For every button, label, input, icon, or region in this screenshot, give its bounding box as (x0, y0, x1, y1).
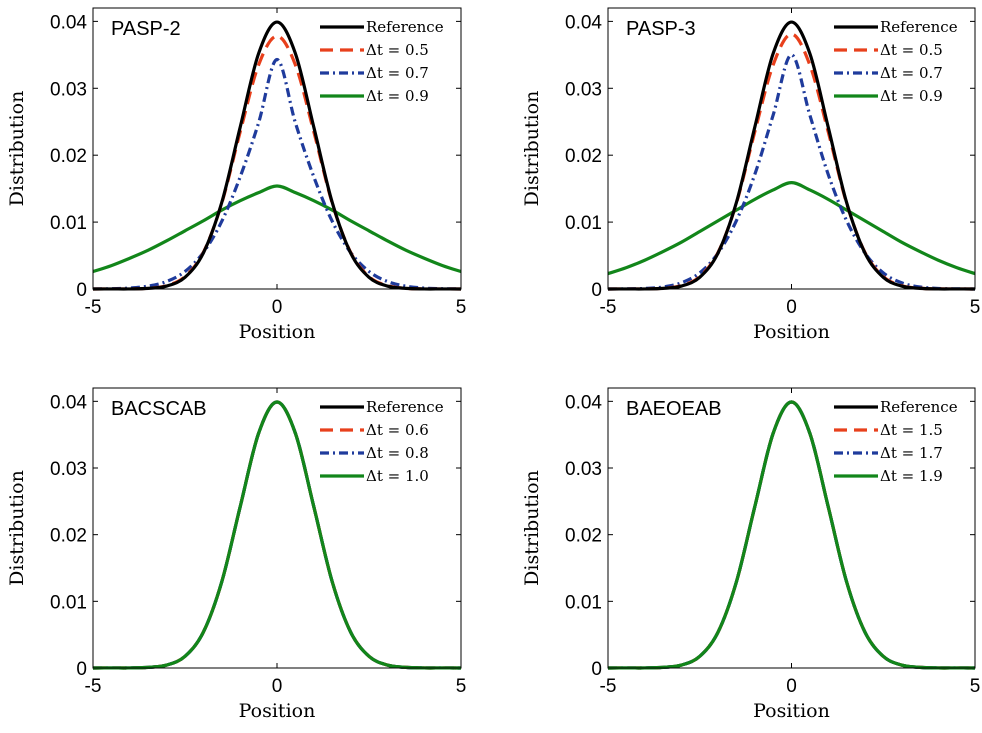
y-tick-label-2-0: 0 (76, 659, 87, 680)
y-tick-label-0-1: 0.01 (50, 213, 87, 234)
series-line-2-3 (92, 400, 462, 670)
x-tick-label-0-2: 5 (456, 297, 467, 318)
series-line-3-3 (607, 400, 976, 670)
y-tick-label-0-0: 0 (76, 280, 87, 301)
y-tick-label-3-4: 0.04 (565, 392, 602, 413)
panel-title-3: BAEOEAB (626, 398, 722, 420)
x-axis-title-2: Position (239, 700, 316, 722)
legend-label-2-2: Δt = 0.8 (366, 444, 429, 462)
legend-label-0-2: Δt = 0.7 (366, 64, 429, 82)
y-tick-label-2-1: 0.01 (50, 592, 87, 613)
x-tick-label-2-0: -5 (85, 676, 102, 697)
legend-label-3-2: Δt = 1.7 (880, 444, 943, 462)
legend-label-3-1: Δt = 1.5 (880, 421, 943, 439)
x-axis-title-3: Position (753, 700, 830, 722)
x-axis-title-0: Position (239, 321, 316, 343)
y-tick-label-0-3: 0.03 (50, 79, 87, 100)
y-tick-label-0-4: 0.04 (50, 12, 87, 33)
y-axis-title-0: Distribution (6, 91, 28, 207)
x-tick-label-3-2: 5 (970, 676, 981, 697)
y-axis-title-1: Distribution (521, 91, 543, 207)
series-line-1-0 (607, 20, 976, 291)
y-tick-label-2-4: 0.04 (50, 392, 87, 413)
y-tick-label-1-1: 0.01 (565, 213, 602, 234)
legend-label-1-3: Δt = 0.9 (880, 87, 943, 105)
x-tick-label-0-0: -5 (85, 297, 102, 318)
series-line-1-2 (607, 53, 976, 291)
legend-label-1-1: Δt = 0.5 (880, 41, 943, 59)
series-line-0-0 (92, 20, 462, 291)
legend-label-3-3: Δt = 1.9 (880, 467, 943, 485)
series-line-0-3 (92, 184, 462, 274)
y-tick-label-1-2: 0.02 (565, 146, 602, 167)
y-tick-label-3-3: 0.03 (565, 459, 602, 480)
series-line-3-0 (607, 400, 976, 670)
x-tick-label-1-2: 5 (970, 297, 981, 318)
legend-label-2-0: Reference (366, 398, 444, 416)
x-tick-label-3-0: -5 (600, 676, 617, 697)
y-tick-label-2-2: 0.02 (50, 526, 87, 547)
series-line-0-2 (92, 57, 462, 291)
series-line-1-3 (607, 181, 976, 276)
series-line-3-1 (607, 400, 976, 670)
series-line-2-2 (92, 400, 462, 670)
series-line-3-2 (607, 400, 976, 670)
y-tick-label-2-3: 0.03 (50, 459, 87, 480)
legend-label-0-0: Reference (366, 18, 444, 36)
x-axis-title-1: Position (753, 321, 830, 343)
y-tick-label-3-0: 0 (591, 659, 602, 680)
series-line-2-0 (92, 400, 462, 670)
legend-label-1-0: Reference (880, 18, 958, 36)
legend-label-1-2: Δt = 0.7 (880, 64, 943, 82)
panel-title-2: BACSCAB (111, 398, 207, 420)
legend-label-0-3: Δt = 0.9 (366, 87, 429, 105)
panel-title-1: PASP-3 (626, 18, 696, 40)
x-tick-label-0-1: 0 (272, 297, 283, 318)
x-tick-label-1-1: 0 (786, 297, 797, 318)
x-tick-label-2-1: 0 (272, 676, 283, 697)
y-tick-label-3-2: 0.02 (565, 526, 602, 547)
x-tick-label-3-1: 0 (786, 676, 797, 697)
y-tick-label-1-3: 0.03 (565, 79, 602, 100)
legend-label-2-3: Δt = 1.0 (366, 467, 429, 485)
y-tick-label-1-4: 0.04 (565, 12, 602, 33)
y-tick-label-1-0: 0 (591, 280, 602, 301)
x-tick-label-1-0: -5 (600, 297, 617, 318)
legend-label-2-1: Δt = 0.6 (366, 421, 429, 439)
legend-label-0-1: Δt = 0.5 (366, 41, 429, 59)
series-line-2-1 (92, 400, 462, 670)
y-axis-title-2: Distribution (6, 470, 28, 586)
y-tick-label-3-1: 0.01 (565, 592, 602, 613)
panel-title-0: PASP-2 (111, 18, 181, 40)
y-axis-title-3: Distribution (521, 470, 543, 586)
y-tick-label-0-2: 0.02 (50, 146, 87, 167)
x-tick-label-2-2: 5 (456, 676, 467, 697)
legend-label-3-0: Reference (880, 398, 958, 416)
